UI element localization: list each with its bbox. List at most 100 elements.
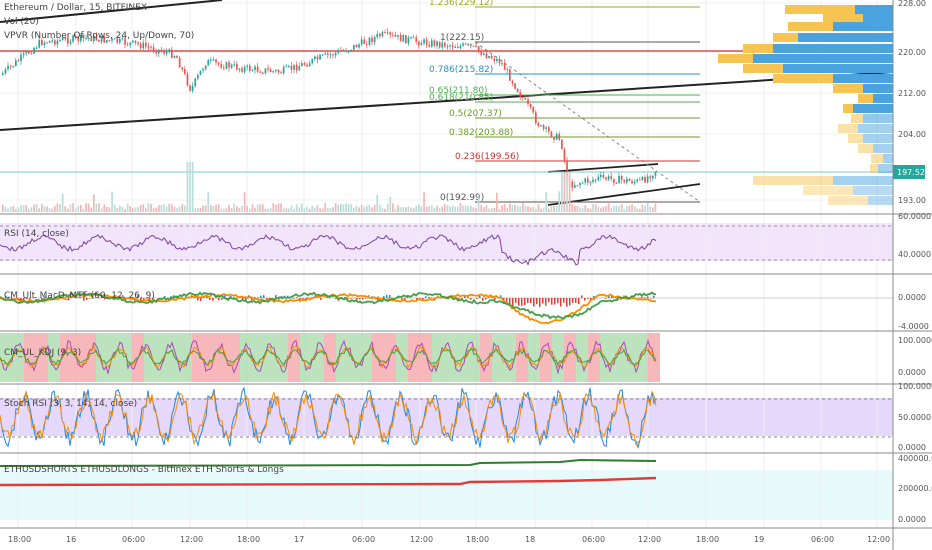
vpvr-title: VPVR (Number Of Rows, 24, Up/Down, 70) (4, 31, 194, 41)
price-tick: 204.00 (898, 130, 926, 139)
vp-up-bar (878, 164, 893, 173)
volume-bar (589, 208, 592, 212)
candle-body (67, 38, 69, 44)
volume-bar (48, 208, 51, 212)
volume-bar (321, 208, 324, 212)
candle-body (503, 63, 506, 70)
candle-body (217, 62, 220, 65)
candle-body (545, 127, 548, 129)
volume-bar (462, 205, 464, 212)
candle-body (9, 65, 12, 67)
volume-bar (342, 204, 345, 212)
volume-bar (220, 208, 223, 212)
volume-bar (51, 208, 54, 212)
candle-body (77, 36, 80, 41)
stoch-tick: 0.0000 (898, 443, 926, 452)
macd-histogram-bar (5, 295, 7, 298)
candle-body (540, 125, 542, 127)
candle-body (165, 51, 168, 54)
time-tick: 12:00 (638, 535, 661, 544)
candle-body (275, 69, 277, 71)
volume-bar (150, 203, 152, 212)
rsi-tick: 60.0000 (898, 212, 931, 221)
candle-body (303, 63, 306, 65)
volume-bar (134, 207, 137, 212)
macd-histogram-bar (125, 298, 127, 301)
candle-body (285, 66, 288, 68)
candle-body (347, 50, 350, 52)
candle-body (139, 44, 142, 49)
volume-bar (584, 205, 587, 212)
vp-down-bar (753, 176, 833, 185)
vp-down-bar (828, 196, 868, 205)
candle-body (43, 42, 46, 45)
macd-histogram-bar (41, 298, 43, 301)
volume-bar (576, 205, 579, 212)
macd-histogram-bar (164, 296, 166, 298)
volume-bar (633, 206, 636, 212)
candle-body (236, 64, 238, 70)
macd-histogram-bar (224, 295, 226, 298)
volume-bar (420, 206, 423, 212)
macd-histogram-bar (257, 297, 259, 298)
candle-body (485, 53, 488, 59)
volume-bar (308, 208, 311, 212)
macd-histogram-bar (563, 298, 565, 303)
time-tick: 16 (66, 535, 76, 544)
candle-body (457, 46, 459, 48)
candle-body (394, 35, 397, 37)
volume-bar (626, 206, 628, 212)
candle-body (428, 44, 431, 47)
candle-body (555, 134, 558, 140)
macd-histogram-bar (212, 298, 214, 301)
volume-profile (718, 5, 893, 205)
macd-histogram-bar (485, 298, 487, 300)
volume-bar (389, 196, 392, 212)
candle-body (116, 38, 119, 43)
volume-bar (553, 206, 555, 212)
kdj-band (180, 333, 192, 382)
candle-body (202, 69, 204, 71)
macd-histogram-bar (278, 298, 280, 300)
candle-body (574, 185, 576, 188)
macd-histogram-bar (632, 296, 634, 298)
panel-titles: Ethereum / Dollar, 15, BITFINEX Vol (20)… (4, 3, 284, 475)
volume-bar (394, 208, 397, 212)
vp-up-bar (773, 44, 893, 53)
candle-body (389, 32, 392, 35)
candle-body (228, 62, 230, 68)
macd-histogram-bar (140, 298, 142, 301)
macd-histogram-bar (500, 295, 502, 298)
volume-bar (428, 206, 431, 212)
candle-body (2, 73, 4, 75)
volume-bar (641, 204, 644, 212)
candle-body (171, 49, 173, 58)
volume-bar (524, 205, 527, 212)
kdj-band (636, 333, 648, 382)
volume-bar (199, 207, 202, 212)
volume-bar (581, 207, 584, 212)
candle-body (41, 39, 43, 45)
candle-body (90, 37, 93, 42)
vp-down-bar (870, 164, 878, 173)
macd-histogram-bar (581, 295, 583, 298)
candle-body (558, 134, 561, 140)
kdj-band (528, 333, 540, 382)
volume-bar (373, 204, 376, 212)
candle-body (631, 180, 633, 184)
candle-body (51, 40, 54, 42)
fib-label: 0.786(215.82) (429, 65, 493, 75)
candle-body (126, 44, 129, 46)
candle-body (405, 35, 407, 44)
time-tick: 18:00 (466, 535, 489, 544)
volume-bar (548, 208, 550, 212)
volume-bar (181, 204, 184, 212)
volume-bar (67, 208, 69, 212)
candle-body (576, 185, 579, 187)
macd-histogram-bar (227, 298, 229, 299)
volume-bar (56, 203, 59, 212)
candle-body (272, 70, 275, 72)
kdj-band (240, 333, 252, 382)
